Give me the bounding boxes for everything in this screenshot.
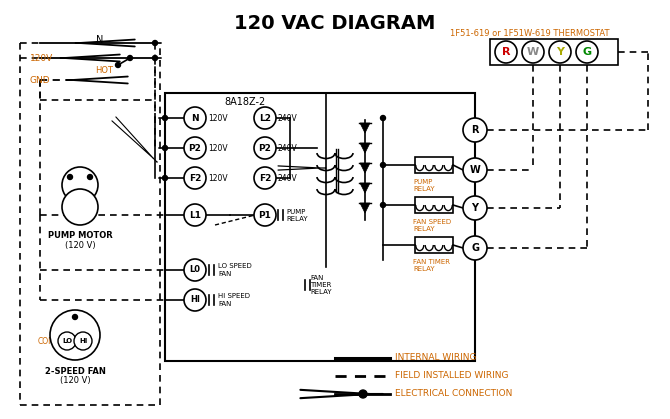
Circle shape — [184, 167, 206, 189]
Polygon shape — [360, 163, 370, 173]
Circle shape — [463, 236, 487, 260]
Text: HI SPEED
FAN: HI SPEED FAN — [218, 293, 250, 307]
Text: 8A18Z-2: 8A18Z-2 — [224, 97, 265, 107]
Circle shape — [115, 62, 121, 67]
Circle shape — [163, 116, 168, 121]
Circle shape — [576, 41, 598, 63]
Circle shape — [163, 176, 168, 181]
Bar — [490, 39, 618, 65]
Circle shape — [254, 204, 276, 226]
Circle shape — [381, 163, 385, 168]
Text: PUMP MOTOR: PUMP MOTOR — [48, 230, 113, 240]
Bar — [165, 93, 475, 361]
Circle shape — [127, 55, 133, 60]
Circle shape — [68, 174, 72, 179]
Circle shape — [495, 41, 517, 63]
Text: ELECTRICAL CONNECTION: ELECTRICAL CONNECTION — [395, 390, 513, 398]
Circle shape — [359, 390, 367, 398]
Circle shape — [254, 107, 276, 129]
Text: HOT: HOT — [95, 65, 113, 75]
Text: P1: P1 — [259, 210, 271, 220]
Polygon shape — [360, 143, 370, 153]
Text: (120 V): (120 V) — [65, 241, 95, 249]
Text: Y: Y — [556, 47, 564, 57]
Text: (120 V): (120 V) — [60, 377, 90, 385]
Circle shape — [72, 315, 78, 320]
Circle shape — [50, 310, 100, 360]
Text: FIELD INSTALLED WIRING: FIELD INSTALLED WIRING — [395, 372, 509, 380]
Polygon shape — [360, 123, 370, 133]
Circle shape — [153, 41, 157, 46]
Text: 120V: 120V — [208, 143, 228, 153]
Text: G: G — [471, 243, 479, 253]
Circle shape — [184, 107, 206, 129]
Polygon shape — [360, 183, 370, 193]
Bar — [415, 197, 453, 213]
Text: PUMP
RELAY: PUMP RELAY — [286, 209, 308, 222]
Text: 120V: 120V — [208, 173, 228, 183]
Circle shape — [88, 174, 92, 179]
Circle shape — [184, 204, 206, 226]
Circle shape — [184, 259, 206, 281]
Text: 2-SPEED FAN: 2-SPEED FAN — [45, 367, 105, 375]
Circle shape — [549, 41, 571, 63]
Text: 240V: 240V — [278, 114, 297, 122]
Text: P2: P2 — [259, 143, 271, 153]
Polygon shape — [360, 203, 370, 213]
Text: L0: L0 — [190, 266, 200, 274]
Circle shape — [254, 167, 276, 189]
Text: Y: Y — [472, 203, 478, 213]
Text: L1: L1 — [189, 210, 201, 220]
Circle shape — [522, 41, 544, 63]
Text: R: R — [502, 47, 511, 57]
Text: W: W — [527, 47, 539, 57]
Bar — [415, 157, 453, 173]
Circle shape — [381, 202, 385, 207]
Text: N: N — [191, 114, 199, 122]
Circle shape — [163, 145, 168, 150]
Text: PUMP
RELAY: PUMP RELAY — [413, 179, 435, 192]
Text: LO: LO — [62, 338, 72, 344]
Text: F2: F2 — [259, 173, 271, 183]
Text: INTERNAL WIRING: INTERNAL WIRING — [395, 354, 476, 362]
Text: 120V: 120V — [208, 114, 228, 122]
Circle shape — [58, 332, 76, 350]
Text: R: R — [471, 125, 479, 135]
Circle shape — [62, 167, 98, 203]
Circle shape — [463, 196, 487, 220]
Text: GND: GND — [30, 75, 51, 85]
Text: L2: L2 — [259, 114, 271, 122]
Circle shape — [184, 137, 206, 159]
Text: COM: COM — [38, 336, 55, 346]
Text: FAN SPEED
RELAY: FAN SPEED RELAY — [413, 219, 451, 232]
Text: 1F51-619 or 1F51W-619 THERMOSTAT: 1F51-619 or 1F51W-619 THERMOSTAT — [450, 28, 610, 37]
Text: 240V: 240V — [278, 173, 297, 183]
Text: N: N — [96, 35, 104, 45]
Text: 120V: 120V — [30, 54, 53, 62]
Bar — [415, 237, 453, 253]
Circle shape — [463, 118, 487, 142]
Text: FAN TIMER
RELAY: FAN TIMER RELAY — [413, 259, 450, 272]
Text: F2: F2 — [189, 173, 201, 183]
Circle shape — [381, 116, 385, 121]
Circle shape — [184, 289, 206, 311]
Circle shape — [254, 137, 276, 159]
Text: FAN
TIMER
RELAY: FAN TIMER RELAY — [310, 275, 332, 295]
Circle shape — [62, 189, 98, 225]
Text: HI: HI — [190, 295, 200, 305]
Text: G: G — [582, 47, 592, 57]
Text: HI: HI — [79, 338, 87, 344]
Circle shape — [153, 55, 157, 60]
Text: 240V: 240V — [278, 143, 297, 153]
Circle shape — [74, 332, 92, 350]
Circle shape — [463, 158, 487, 182]
Text: P2: P2 — [188, 143, 202, 153]
Text: LO SPEED
FAN: LO SPEED FAN — [218, 264, 252, 277]
Text: 120 VAC DIAGRAM: 120 VAC DIAGRAM — [234, 14, 436, 33]
Text: W: W — [470, 165, 480, 175]
